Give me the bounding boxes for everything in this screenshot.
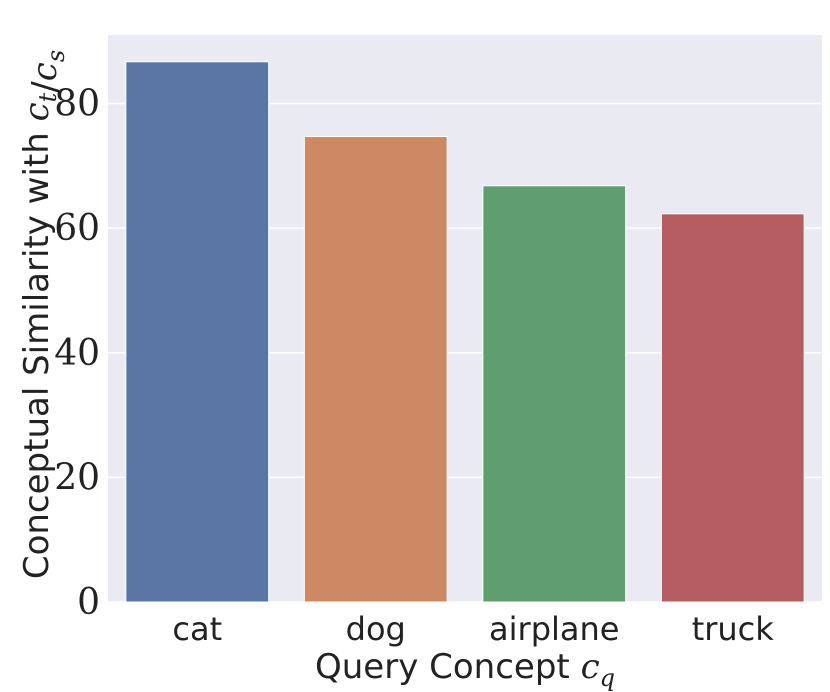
label-text: Query Concept: [315, 647, 581, 687]
x-tick-label: truck: [692, 610, 775, 648]
y-tick-label: 80: [54, 84, 100, 125]
bar: [482, 185, 627, 603]
x-axis-label: Query Concept cq: [315, 647, 615, 692]
y-tick-label: 60: [54, 208, 100, 249]
x-tick-label: cat: [172, 610, 222, 648]
bar: [660, 213, 805, 603]
y-tick-label: 20: [54, 457, 100, 498]
bar: [125, 61, 270, 603]
y-tick-label: 40: [54, 333, 100, 374]
label-text: Conceptual Similarity with: [17, 121, 57, 579]
label-math: c: [25, 62, 65, 81]
label-text: /: [25, 81, 65, 93]
label-math: c: [581, 647, 600, 687]
label-math: c: [17, 102, 57, 121]
y-axis-label: Conceptual Similarity with ct/cs: [17, 50, 70, 579]
bar: [303, 136, 448, 603]
x-tick-label: dog: [346, 610, 406, 648]
label-math-sub: t: [34, 92, 62, 102]
label-math-sub: s: [42, 50, 70, 62]
x-tick-label: airplane: [489, 610, 619, 648]
y-tick-label: 0: [77, 582, 100, 623]
label-math-sub: q: [600, 664, 615, 692]
